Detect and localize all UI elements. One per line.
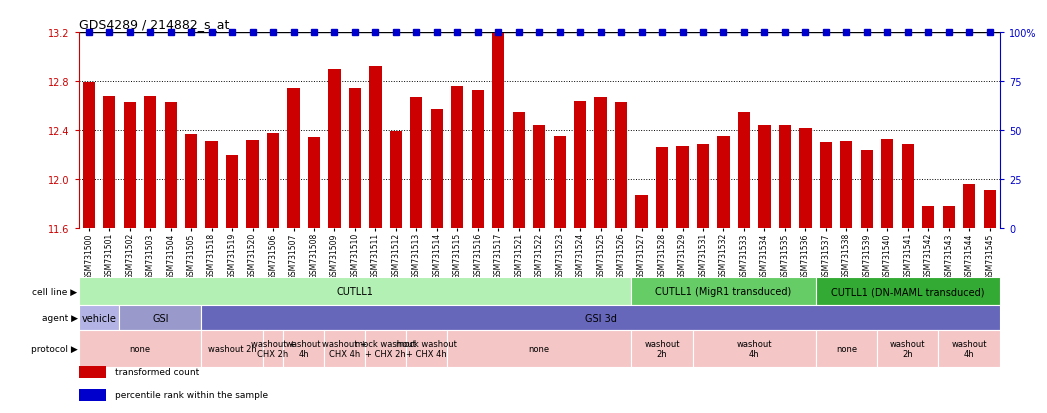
Bar: [164, 103, 177, 228]
Text: GSI 3d: GSI 3d: [584, 313, 617, 323]
Bar: [201, 306, 1000, 330]
Bar: [922, 206, 934, 228]
Text: washout
4h: washout 4h: [286, 339, 321, 358]
Text: agent ▶: agent ▶: [42, 313, 77, 322]
Bar: [615, 103, 627, 228]
Text: CUTLL1 (MigR1 transduced): CUTLL1 (MigR1 transduced): [655, 287, 792, 297]
Bar: [329, 70, 340, 228]
Bar: [693, 330, 816, 368]
Bar: [595, 98, 607, 228]
Bar: [365, 330, 406, 368]
Bar: [697, 144, 709, 228]
Text: washout +
CHX 4h: washout + CHX 4h: [322, 339, 367, 358]
Bar: [83, 83, 95, 228]
Bar: [370, 67, 381, 228]
Text: vehicle: vehicle: [82, 313, 116, 323]
Bar: [124, 103, 136, 228]
Bar: [79, 366, 106, 378]
Bar: [144, 97, 156, 228]
Bar: [779, 126, 792, 228]
Bar: [430, 110, 443, 228]
Bar: [226, 155, 239, 228]
Bar: [349, 89, 361, 228]
Bar: [758, 126, 771, 228]
Bar: [631, 330, 693, 368]
Text: none: none: [529, 344, 550, 353]
Bar: [738, 112, 750, 228]
Bar: [205, 142, 218, 228]
Text: mock washout
+ CHX 4h: mock washout + CHX 4h: [396, 339, 458, 358]
Bar: [942, 206, 955, 228]
Bar: [676, 147, 689, 228]
Bar: [79, 278, 631, 306]
Bar: [820, 143, 832, 228]
Text: CUTLL1: CUTLL1: [336, 287, 374, 297]
Bar: [406, 330, 447, 368]
Bar: [451, 87, 464, 228]
Text: none: none: [836, 344, 856, 353]
Text: washout
4h: washout 4h: [736, 339, 772, 358]
Text: washout 2h: washout 2h: [207, 344, 257, 353]
Bar: [325, 330, 365, 368]
Text: none: none: [130, 344, 151, 353]
Bar: [79, 306, 119, 330]
Text: cell line ▶: cell line ▶: [32, 287, 77, 296]
Bar: [79, 389, 106, 401]
Text: washout
2h: washout 2h: [644, 339, 680, 358]
Bar: [513, 112, 525, 228]
Bar: [882, 139, 893, 228]
Bar: [963, 185, 976, 228]
Bar: [410, 98, 423, 228]
Bar: [79, 330, 201, 368]
Bar: [284, 330, 325, 368]
Bar: [938, 330, 1000, 368]
Bar: [799, 128, 811, 228]
Bar: [389, 132, 402, 228]
Bar: [267, 133, 280, 228]
Bar: [983, 191, 996, 228]
Bar: [655, 148, 668, 228]
Bar: [246, 140, 259, 228]
Bar: [840, 142, 852, 228]
Bar: [471, 90, 484, 228]
Bar: [533, 126, 545, 228]
Text: percentile rank within the sample: percentile rank within the sample: [115, 390, 268, 399]
Bar: [717, 137, 730, 228]
Bar: [263, 330, 284, 368]
Bar: [492, 34, 505, 228]
Bar: [816, 330, 877, 368]
Bar: [816, 278, 1000, 306]
Bar: [447, 330, 631, 368]
Text: washout
2h: washout 2h: [890, 339, 926, 358]
Text: transformed count: transformed count: [115, 368, 200, 377]
Text: CUTLL1 (DN-MAML transduced): CUTLL1 (DN-MAML transduced): [831, 287, 984, 297]
Bar: [901, 144, 914, 228]
Bar: [119, 306, 201, 330]
Text: washout
4h: washout 4h: [952, 339, 987, 358]
Bar: [308, 138, 320, 228]
Bar: [185, 134, 197, 228]
Bar: [636, 195, 648, 228]
Bar: [287, 89, 299, 228]
Text: protocol ▶: protocol ▶: [30, 344, 77, 353]
Bar: [103, 97, 115, 228]
Bar: [201, 330, 263, 368]
Text: washout +
CHX 2h: washout + CHX 2h: [250, 339, 295, 358]
Bar: [877, 330, 938, 368]
Bar: [574, 102, 586, 228]
Bar: [631, 278, 816, 306]
Text: GDS4289 / 214882_s_at: GDS4289 / 214882_s_at: [79, 17, 229, 31]
Bar: [554, 137, 565, 228]
Text: GSI: GSI: [152, 313, 169, 323]
Text: mock washout
+ CHX 2h: mock washout + CHX 2h: [355, 339, 416, 358]
Bar: [861, 150, 873, 228]
